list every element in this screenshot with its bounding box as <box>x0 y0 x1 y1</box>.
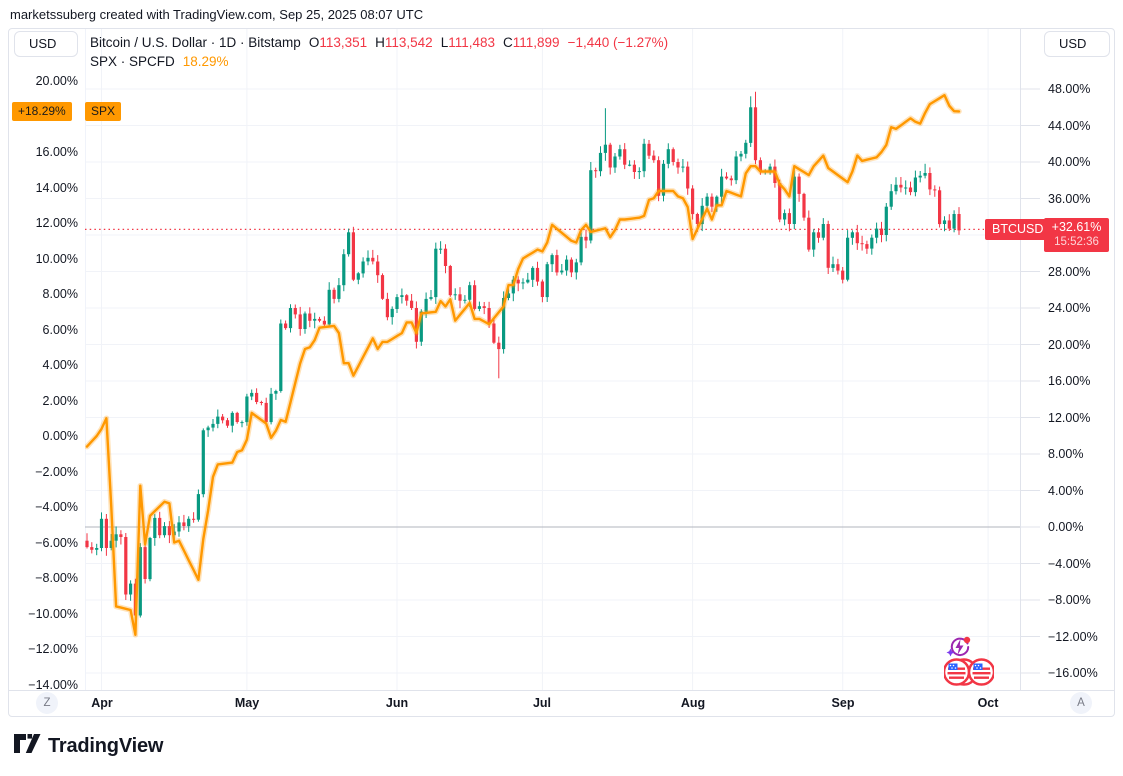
right-axis-label: −8.00% <box>1048 593 1091 607</box>
left-axis-label: −6.00% <box>35 536 78 550</box>
right-axis-label: 12.00% <box>1048 411 1091 425</box>
left-axis-label: −12.00% <box>28 642 78 656</box>
us-flag-coin-left <box>942 658 971 686</box>
left-axis-label: 6.00% <box>42 323 78 337</box>
open-value: 113,351 <box>319 35 368 50</box>
us-flag-coin-right <box>967 658 996 686</box>
right-currency-chip[interactable]: USD <box>1044 31 1110 57</box>
left-axis-label: 0.00% <box>42 429 78 443</box>
close-label: C <box>503 35 513 50</box>
left-axis-label: 2.00% <box>42 394 78 408</box>
low-label: L <box>440 35 449 50</box>
right-axis-label: 4.00% <box>1048 484 1084 498</box>
tradingview-logo[interactable]: TradingView <box>13 732 163 760</box>
spx-value-badge: +18.29% <box>12 102 72 121</box>
left-axis-label: 14.00% <box>35 181 78 195</box>
right-axis-separator <box>1020 29 1021 690</box>
right-axis-label: 16.00% <box>1048 374 1091 388</box>
left-axis-label: −10.00% <box>28 607 78 621</box>
time-axis-label-jun: Jun <box>385 696 409 710</box>
right-axis-label: −16.00% <box>1048 666 1098 680</box>
left-currency-chip[interactable]: USD <box>14 31 78 57</box>
symbol-title: Bitcoin / U.S. Dollar · 1D · Bitstamp <box>90 35 301 50</box>
left-axis-label: 12.00% <box>35 216 78 230</box>
chart-card <box>8 28 1115 717</box>
left-axis-label: 10.00% <box>35 252 78 266</box>
btcusd-symbol-badge: BTCUSD <box>985 219 1051 240</box>
left-axis-label: −2.00% <box>35 465 78 479</box>
right-axis-label: 0.00% <box>1048 520 1084 534</box>
left-axis-label: 8.00% <box>42 287 78 301</box>
close-value: 111,899 <box>512 35 560 50</box>
high-label: H <box>375 35 385 50</box>
us-flag-event-icons[interactable] <box>942 657 996 694</box>
scale-reset-right-button[interactable]: A <box>1070 692 1092 714</box>
time-axis-label-sep: Sep <box>831 696 855 710</box>
right-axis-label: 44.00% <box>1048 119 1091 133</box>
legend-row-main[interactable]: Bitcoin / U.S. Dollar · 1D · Bitstamp O11… <box>90 33 668 52</box>
scale-reset-left-button[interactable]: Z <box>36 692 58 714</box>
left-axis-label: 4.00% <box>42 358 78 372</box>
btcusd-value-badge: +32.61% 15:52:36 <box>1044 218 1109 252</box>
time-axis-label-oct: Oct <box>977 696 999 710</box>
left-axis-label: −8.00% <box>35 571 78 585</box>
spx-symbol-badge: SPX <box>85 102 122 121</box>
left-axis-separator <box>85 29 86 690</box>
right-axis-label: 20.00% <box>1048 338 1091 352</box>
right-axis-label: 36.00% <box>1048 192 1091 206</box>
right-axis-label: 24.00% <box>1048 301 1091 315</box>
right-axis-label: 28.00% <box>1048 265 1091 279</box>
compare-value: 18.29% <box>182 54 229 69</box>
right-axis-label: 8.00% <box>1048 447 1084 461</box>
right-axis-label: 48.00% <box>1048 82 1091 96</box>
time-axis-label-jul: Jul <box>532 696 552 710</box>
btc-candles <box>85 91 961 636</box>
btcusd-change-percent: +32.61% <box>1051 220 1102 234</box>
compare-title: SPX · SPCFD <box>90 54 175 69</box>
tradingview-logo-icon <box>13 732 41 760</box>
legend: Bitcoin / U.S. Dollar · 1D · Bitstamp O11… <box>90 33 668 71</box>
time-axis-separator <box>9 690 1114 691</box>
left-axis-label: 16.00% <box>35 145 78 159</box>
high-value: 113,542 <box>384 35 433 50</box>
time-axis-label-apr: Apr <box>91 696 113 710</box>
tradingview-logo-text: TradingView <box>48 734 164 757</box>
change-value: −1,440 (−1.27%) <box>567 35 669 50</box>
left-axis-label: −14.00% <box>28 678 78 692</box>
low-value: 111,483 <box>448 35 496 50</box>
ai-spark-icon[interactable] <box>946 634 972 665</box>
countdown-timer: 15:52:36 <box>1054 236 1099 248</box>
legend-row-compare[interactable]: SPX · SPCFD 18.29% <box>90 52 668 71</box>
attribution-text: marketssuberg created with TradingView.c… <box>10 7 424 22</box>
time-axis-label-may: May <box>234 696 260 710</box>
left-axis-label: 20.00% <box>35 74 78 88</box>
time-axis-label-aug: Aug <box>680 696 706 710</box>
open-label: O <box>308 35 320 50</box>
left-axis-label: −4.00% <box>35 500 78 514</box>
right-axis-label: −4.00% <box>1048 557 1091 571</box>
right-axis-label: 40.00% <box>1048 155 1091 169</box>
right-axis-label: −12.00% <box>1048 630 1098 644</box>
spx-line <box>85 92 962 638</box>
